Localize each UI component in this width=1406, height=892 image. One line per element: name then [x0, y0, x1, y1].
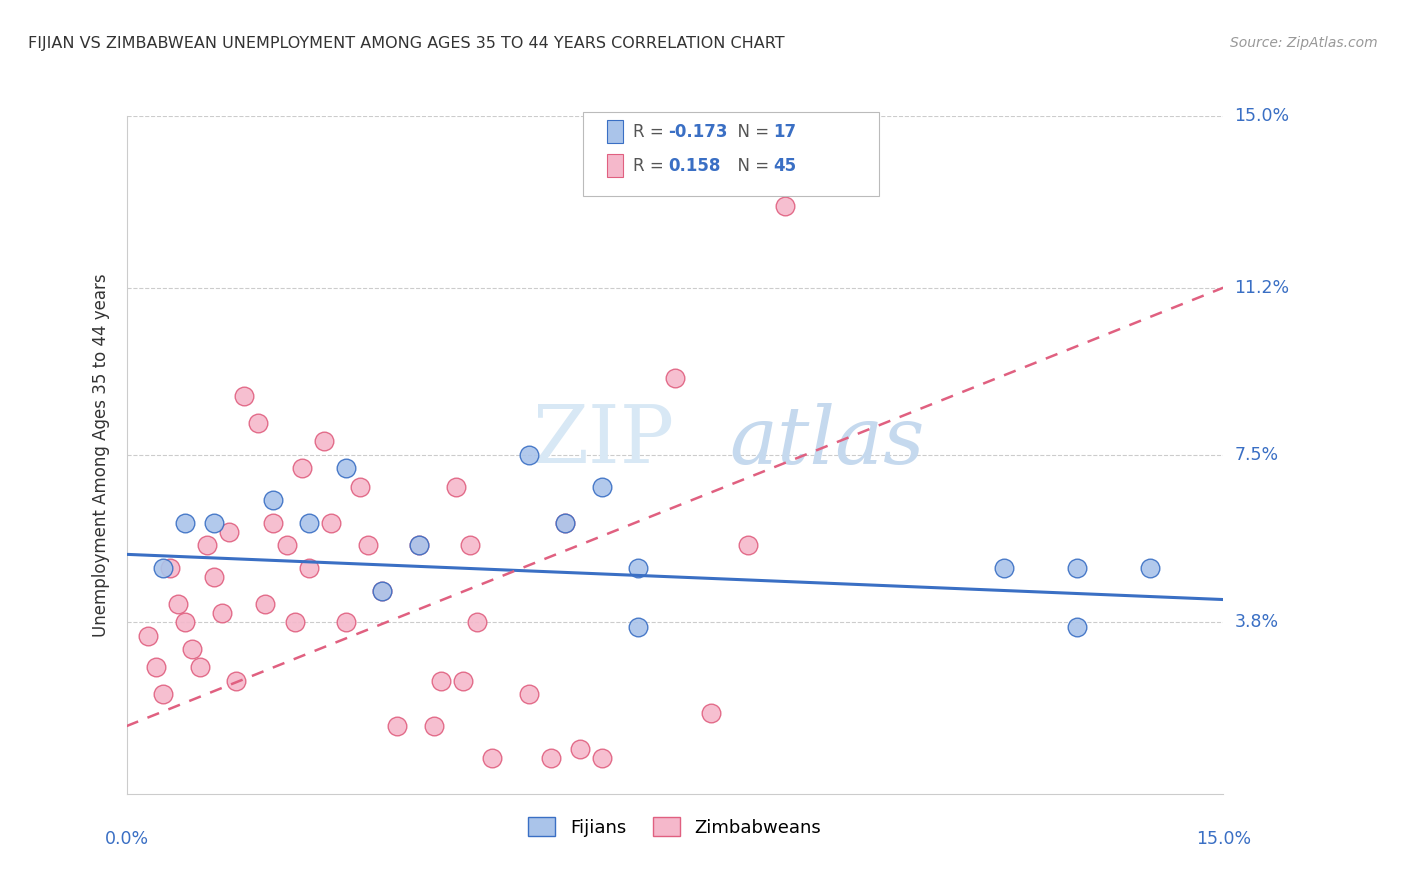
Point: [298, 516, 321, 530]
Point: [262, 493, 284, 508]
Text: 17: 17: [773, 123, 796, 141]
Point: [467, 615, 489, 629]
Y-axis label: Unemployment Among Ages 35 to 44 years: Unemployment Among Ages 35 to 44 years: [91, 273, 110, 637]
Point: [422, 719, 444, 733]
Text: 45: 45: [773, 157, 796, 175]
Point: [152, 688, 174, 702]
Point: [159, 561, 181, 575]
Text: -0.173: -0.173: [668, 123, 727, 141]
Point: [145, 660, 167, 674]
Point: [211, 606, 233, 620]
Point: [291, 461, 314, 475]
Point: [517, 448, 540, 462]
Point: [174, 615, 197, 629]
Point: [993, 561, 1015, 575]
Point: [335, 615, 357, 629]
Text: R =: R =: [633, 157, 669, 175]
Point: [181, 642, 204, 657]
Point: [554, 516, 576, 530]
Point: [262, 516, 284, 530]
Point: [276, 538, 298, 552]
Point: [232, 389, 254, 403]
Text: 7.5%: 7.5%: [1234, 446, 1278, 464]
Point: [335, 461, 357, 475]
Point: [700, 706, 723, 720]
Point: [408, 538, 430, 552]
Text: Source: ZipAtlas.com: Source: ZipAtlas.com: [1230, 36, 1378, 50]
Point: [218, 524, 240, 539]
Point: [1066, 620, 1088, 634]
Text: N =: N =: [727, 123, 775, 141]
Text: 15.0%: 15.0%: [1234, 107, 1289, 125]
Point: [284, 615, 307, 629]
Point: [385, 719, 408, 733]
Text: 0.0%: 0.0%: [104, 830, 149, 848]
Point: [430, 673, 453, 688]
Text: R =: R =: [633, 123, 669, 141]
Point: [225, 673, 247, 688]
Text: 0.158: 0.158: [668, 157, 720, 175]
Point: [1139, 561, 1161, 575]
Point: [254, 597, 277, 611]
Point: [371, 583, 394, 598]
Point: [591, 479, 613, 493]
Point: [188, 660, 211, 674]
Legend: Fijians, Zimbabweans: Fijians, Zimbabweans: [519, 808, 831, 846]
Point: [540, 750, 562, 764]
Point: [568, 741, 591, 756]
Point: [166, 597, 188, 611]
Point: [627, 561, 650, 575]
Point: [517, 688, 540, 702]
Text: ZIP: ZIP: [533, 402, 675, 481]
Point: [554, 516, 576, 530]
Point: [1066, 561, 1088, 575]
Text: 11.2%: 11.2%: [1234, 278, 1289, 297]
Point: [195, 538, 218, 552]
Point: [202, 516, 225, 530]
Point: [298, 561, 321, 575]
Text: N =: N =: [727, 157, 775, 175]
Point: [247, 417, 270, 431]
Point: [152, 561, 174, 575]
Point: [202, 570, 225, 584]
Point: [408, 538, 430, 552]
Point: [357, 538, 380, 552]
Point: [138, 629, 160, 643]
Point: [321, 516, 343, 530]
Point: [371, 583, 394, 598]
Text: 15.0%: 15.0%: [1195, 830, 1251, 848]
Text: 3.8%: 3.8%: [1234, 613, 1278, 632]
Point: [451, 673, 474, 688]
Point: [349, 479, 371, 493]
Point: [664, 371, 686, 385]
Text: FIJIAN VS ZIMBABWEAN UNEMPLOYMENT AMONG AGES 35 TO 44 YEARS CORRELATION CHART: FIJIAN VS ZIMBABWEAN UNEMPLOYMENT AMONG …: [28, 36, 785, 51]
Point: [312, 434, 335, 449]
Point: [174, 516, 197, 530]
Text: atlas: atlas: [730, 402, 925, 480]
Point: [737, 538, 759, 552]
Point: [591, 750, 613, 764]
Point: [444, 479, 467, 493]
Point: [481, 750, 503, 764]
Point: [773, 199, 796, 213]
Point: [627, 620, 650, 634]
Point: [458, 538, 481, 552]
